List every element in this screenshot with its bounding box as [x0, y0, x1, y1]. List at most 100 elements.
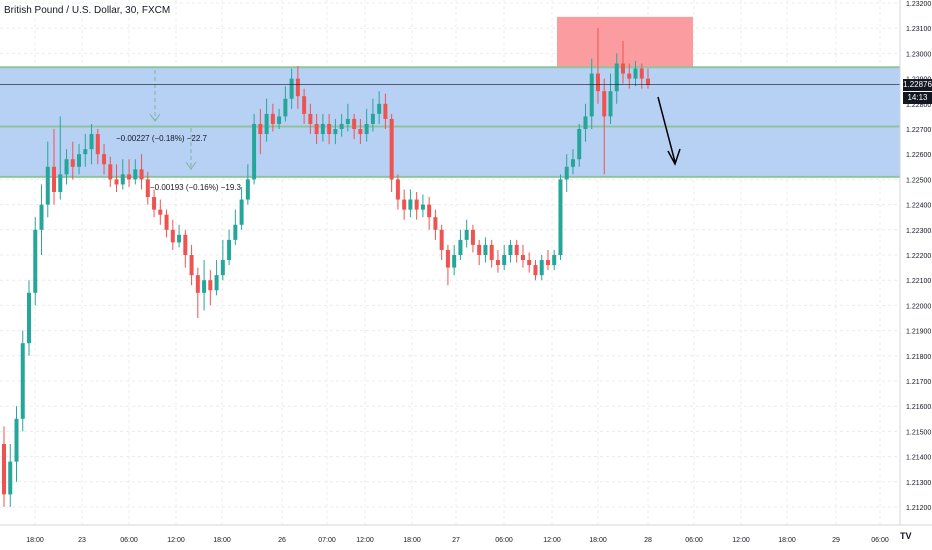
candle	[158, 199, 163, 225]
candle	[602, 78, 607, 175]
price-tick-label: 1.21400	[906, 455, 931, 462]
candle	[108, 156, 113, 187]
candle	[445, 244, 450, 286]
candle	[114, 164, 119, 192]
price-tick-label: 1.23100	[906, 26, 931, 33]
projection-arrow[interactable]	[657, 96, 681, 166]
candle	[327, 113, 332, 145]
candle	[33, 217, 38, 306]
candle	[202, 260, 207, 311]
price-tick-label: 1.21900	[906, 329, 931, 336]
candle	[583, 103, 588, 142]
candle	[2, 426, 6, 507]
demand-zone[interactable]	[0, 67, 900, 177]
time-axis[interactable]: 18:00 23 06:00 12:00 18:00 26 07:00 12:00 18:00 2…	[26, 537, 889, 544]
price-axis[interactable]: 1.232001.231001.230001.229001.228001.227…	[906, 1, 931, 512]
candle	[133, 159, 138, 185]
price-tick-label: 1.22400	[906, 203, 931, 210]
candle	[39, 184, 44, 255]
candle	[208, 270, 213, 306]
time-tick-label: 18:00	[778, 537, 796, 544]
candle	[358, 118, 363, 145]
arrow-down-icon	[667, 148, 681, 166]
candle	[395, 174, 400, 210]
candle	[433, 209, 438, 240]
price-tick-label: 1.22600	[906, 152, 931, 159]
candle	[458, 229, 463, 261]
time-tick-label: 18:00	[213, 537, 231, 544]
candle	[577, 123, 582, 167]
candle	[20, 330, 25, 432]
candle	[258, 108, 263, 155]
price-tick-label: 1.22300	[906, 228, 931, 235]
candle	[177, 224, 182, 248]
candle	[145, 171, 150, 205]
horizontal-levels	[0, 66, 900, 178]
candle	[195, 267, 200, 318]
candle	[564, 154, 569, 192]
price-range-measurements[interactable]: −0.00227 (−0.18%) −22.7 −0.00193 (−0.16%…	[116, 70, 242, 192]
candlestick-series	[2, 28, 650, 507]
time-tick-label: 06:00	[120, 537, 138, 544]
time-tick-label: 18:00	[589, 537, 607, 544]
price-tick-label: 1.22100	[906, 278, 931, 285]
price-tick-label: 1.22500	[906, 177, 931, 184]
candle	[470, 224, 475, 253]
candle	[270, 103, 275, 132]
candle	[477, 239, 482, 266]
candle	[489, 239, 494, 268]
candle	[320, 113, 325, 142]
candle	[102, 144, 107, 175]
measure-label-2: −0.00193 (−0.16%) −19.3	[150, 183, 242, 192]
price-tick-label: 1.22700	[906, 127, 931, 134]
candle	[570, 149, 575, 175]
candle	[495, 249, 500, 273]
candle	[595, 28, 600, 104]
candle	[502, 244, 507, 271]
candle	[608, 73, 613, 124]
time-tick-label: 28	[644, 537, 652, 544]
candle	[127, 159, 132, 187]
tradingview-logo: TV	[900, 531, 912, 541]
candle	[27, 280, 32, 356]
price-tick-label: 1.21200	[906, 505, 931, 512]
candle	[14, 406, 19, 482]
candle	[427, 197, 432, 230]
candle	[289, 68, 294, 109]
price-tick-label: 1.21600	[906, 404, 931, 411]
candle	[483, 237, 488, 263]
time-tick-label: 26	[278, 537, 286, 544]
candle	[633, 60, 638, 87]
candle	[64, 149, 69, 185]
candle	[264, 98, 269, 142]
bar-countdown-tag: 14:13	[903, 91, 932, 104]
time-tick-label: 12:00	[356, 537, 374, 544]
candle	[389, 113, 394, 192]
candle	[383, 93, 388, 129]
time-tick-label: 07:00	[318, 537, 336, 544]
candle	[558, 174, 563, 261]
time-tick-label: 27	[452, 537, 460, 544]
candle	[77, 144, 82, 175]
candle	[227, 229, 232, 266]
last-price-tag: 1.22876	[903, 78, 932, 91]
price-tick-label: 1.21500	[906, 429, 931, 436]
price-tick-label: 1.22800	[906, 102, 931, 109]
time-tick-label: 29	[832, 537, 840, 544]
candle	[452, 244, 457, 276]
candle	[252, 113, 257, 185]
candle	[164, 209, 169, 238]
candle	[220, 239, 225, 281]
time-tick-label: 12:00	[732, 537, 750, 544]
candle	[414, 192, 419, 220]
price-tick-label: 1.23200	[906, 1, 931, 8]
time-tick-label: 06:00	[685, 537, 703, 544]
candle	[302, 88, 307, 124]
candle	[364, 108, 369, 142]
candle	[152, 189, 157, 218]
candle	[508, 239, 513, 263]
candle	[539, 255, 544, 281]
supply-zone[interactable]	[557, 16, 693, 68]
price-tick-label: 1.22200	[906, 253, 931, 260]
